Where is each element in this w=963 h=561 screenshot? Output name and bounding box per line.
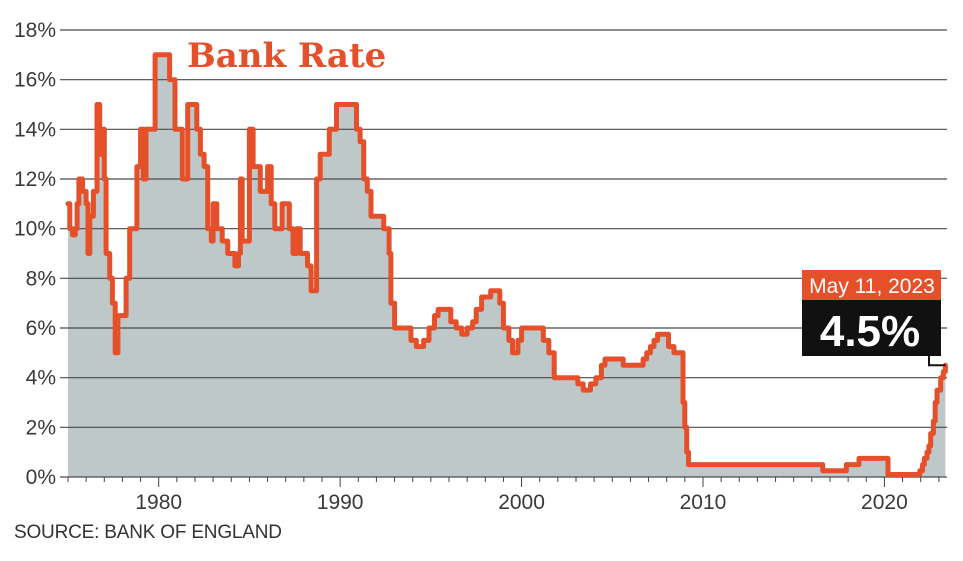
y-tick-label: 6% [26,317,56,340]
source-note: SOURCE: BANK OF ENGLAND [14,522,282,543]
rate-line-layer [65,52,948,477]
rate-line [65,52,948,477]
callout-value-background [802,300,941,356]
y-tick-label: 12% [14,168,56,191]
x-tick-label: 2020 [861,491,908,514]
y-tick-label: 4% [26,367,56,390]
y-tick-label: 16% [14,69,56,92]
rate-area [68,54,946,478]
y-tick-label: 18% [14,19,56,42]
y-tick-label: 10% [14,218,56,241]
x-axis-ticks: 1980 1990 2000 2010 2020 [67,477,940,514]
callout-date-background [802,270,941,300]
callout-date: May 11, 2023 [809,275,935,298]
x-tick-label: 2010 [680,491,727,514]
callout-leader-line [928,356,946,367]
chart-title: Bank Rate [187,36,386,76]
y-axis-ticks: 0% 2% 4% 6% 8% 10% 12% 14% 16% 18% [14,19,56,489]
x-tick-label: 1980 [135,491,182,514]
y-tick-label: 8% [26,267,56,290]
x-tick-label: 1990 [317,491,364,514]
rate-area-layer [68,54,946,478]
latest-rate-callout: May 11, 2023 4.5% [802,270,946,367]
x-tick-label: 2000 [498,491,545,514]
y-tick-label: 0% [26,466,56,489]
y-tick-label: 2% [26,416,56,439]
y-tick-label: 14% [14,118,56,141]
callout-value: 4.5% [820,307,920,356]
